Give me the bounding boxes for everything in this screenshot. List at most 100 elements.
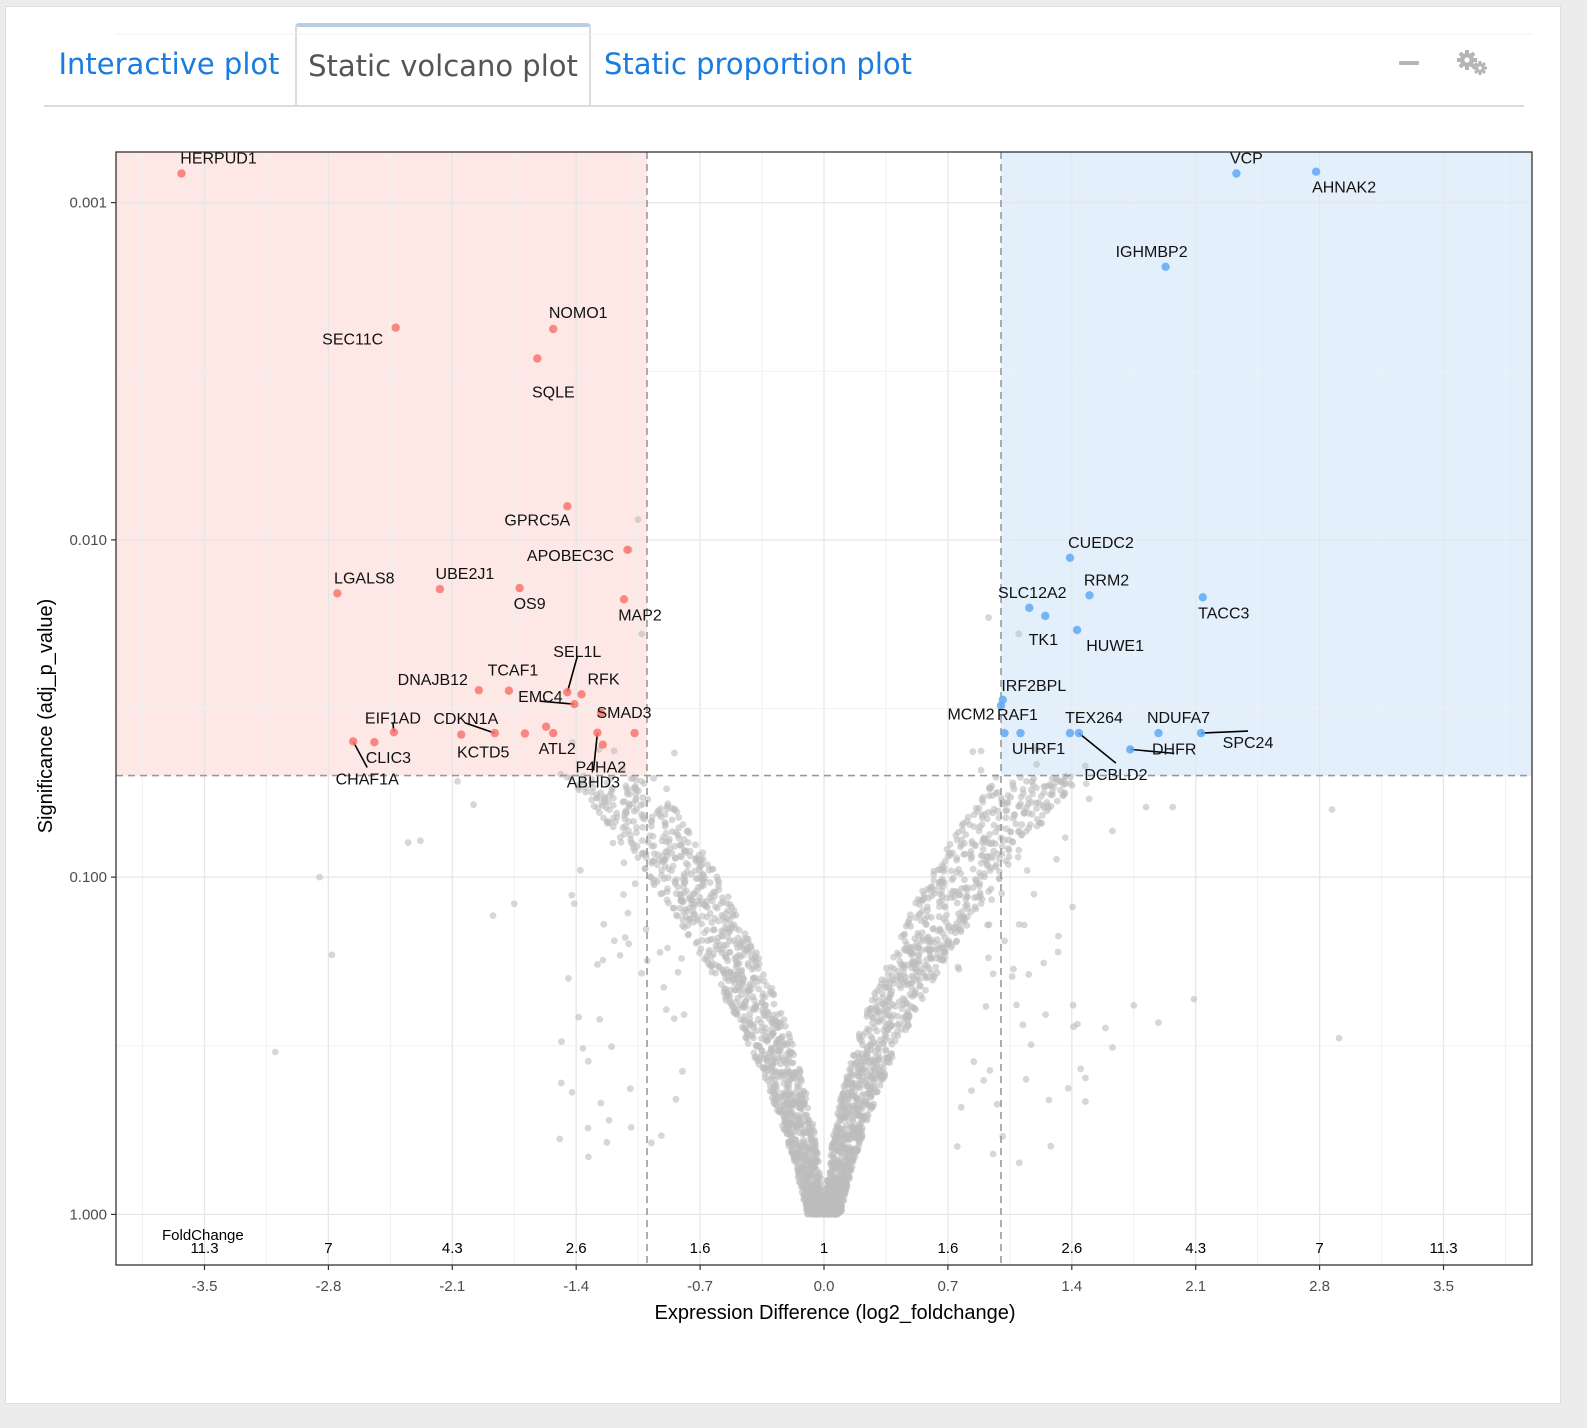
neutral-point [886, 990, 894, 998]
neutral-point [802, 1090, 810, 1097]
neutral-point [822, 1203, 829, 1210]
neutral-point [924, 912, 931, 920]
neutral-point [905, 1011, 913, 1019]
neutral-point [1033, 805, 1040, 812]
neutral-point [1033, 746, 1041, 754]
neutral-point [676, 904, 684, 912]
neutral-point [770, 1000, 778, 1008]
neutral-point [874, 1017, 881, 1025]
neutral-point [782, 1109, 789, 1117]
tab-static-proportion-plot[interactable]: Static proportion plot [604, 47, 912, 81]
neutral-point [881, 1059, 888, 1067]
neutral-point [1109, 827, 1116, 835]
neutral-point [930, 870, 938, 878]
neutral-point [594, 794, 602, 802]
x-tick-label: -3.5 [192, 1278, 218, 1295]
neutral-point [746, 1010, 754, 1017]
neutral-point [1020, 810, 1028, 817]
neutral-point [837, 1141, 845, 1149]
x-tick-label: 1.4 [1061, 1278, 1082, 1295]
tab-interactive-plot[interactable]: Interactive plot [58, 47, 280, 81]
gene-label: TCAF1 [488, 663, 539, 680]
neutral-point [627, 1124, 635, 1131]
neutral-point [749, 956, 756, 964]
neutral-point [715, 882, 722, 890]
neutral-point [1033, 761, 1040, 768]
neutral-point [886, 1055, 893, 1063]
neutral-point [579, 1045, 587, 1052]
neutral-point [920, 891, 928, 899]
neutral-point [960, 819, 967, 827]
neutral-point [678, 955, 685, 962]
neutral-point [947, 851, 954, 859]
gears-icon[interactable] [1456, 49, 1490, 82]
neutral-point [650, 850, 658, 858]
neutral-point [700, 877, 707, 884]
neutral-point [968, 853, 976, 860]
neutral-point [902, 974, 909, 981]
neutral-point [692, 940, 700, 947]
neutral-point [888, 1022, 895, 1030]
neutral-point [634, 516, 642, 523]
neutral-point [709, 935, 716, 943]
neutral-point [704, 937, 711, 945]
gene-label: HERPUD1 [180, 151, 257, 168]
neutral-point [755, 1060, 763, 1068]
neutral-point [946, 841, 954, 848]
neutral-point [852, 1059, 860, 1067]
neutral-point [768, 984, 776, 992]
gene-label: IGHMBP2 [1116, 244, 1188, 261]
neutral-point [777, 1060, 785, 1068]
gene-label: HUWE1 [1086, 638, 1144, 655]
neutral-point [898, 1005, 906, 1013]
neutral-point [956, 916, 963, 924]
tab-static-volcano-plot[interactable]: Static volcano plot [295, 23, 591, 105]
neutral-point [670, 1015, 678, 1022]
neutral-point [749, 974, 757, 982]
neutral-point [941, 947, 949, 955]
neutral-point [621, 815, 629, 823]
minus-icon[interactable] [1399, 61, 1419, 65]
neutral-point [632, 796, 640, 804]
neutral-point [960, 851, 968, 858]
neutral-point [557, 1079, 565, 1087]
neutral-point [510, 900, 518, 908]
neutral-point [664, 944, 671, 952]
neutral-point [895, 951, 903, 959]
neutral-point [942, 918, 950, 926]
neutral-point [603, 1138, 611, 1146]
neutral-point [897, 984, 905, 992]
down-regulated-point [370, 738, 379, 747]
neutral-point [569, 739, 576, 746]
neutral-point [896, 974, 904, 981]
neutral-point [978, 812, 986, 819]
neutral-point [979, 794, 987, 801]
neutral-point [679, 916, 687, 924]
neutral-point [807, 1185, 815, 1192]
neutral-point [948, 876, 956, 884]
neutral-point [1018, 821, 1026, 828]
neutral-point [894, 967, 902, 975]
neutral-point [753, 1027, 760, 1035]
neutral-point [890, 953, 897, 961]
foldchange-label: 7 [1315, 1240, 1323, 1257]
neutral-point [967, 848, 975, 855]
neutral-point [630, 807, 638, 815]
neutral-point [1009, 814, 1017, 822]
neutral-point [876, 1081, 884, 1089]
neutral-point [675, 814, 683, 821]
neutral-point [737, 1001, 744, 1009]
neutral-point [1036, 819, 1044, 827]
neutral-point [935, 898, 943, 906]
up-regulated-point [1126, 745, 1135, 754]
neutral-point [623, 809, 630, 817]
up-regulated-point [1072, 625, 1082, 635]
neutral-point [931, 886, 938, 894]
neutral-point [990, 821, 998, 829]
neutral-point [732, 998, 739, 1006]
foldchange-label: 2.6 [566, 1240, 587, 1257]
neutral-point [681, 873, 689, 881]
neutral-point [1026, 821, 1034, 828]
neutral-point [674, 912, 682, 920]
gene-label: ATL2 [539, 741, 576, 758]
